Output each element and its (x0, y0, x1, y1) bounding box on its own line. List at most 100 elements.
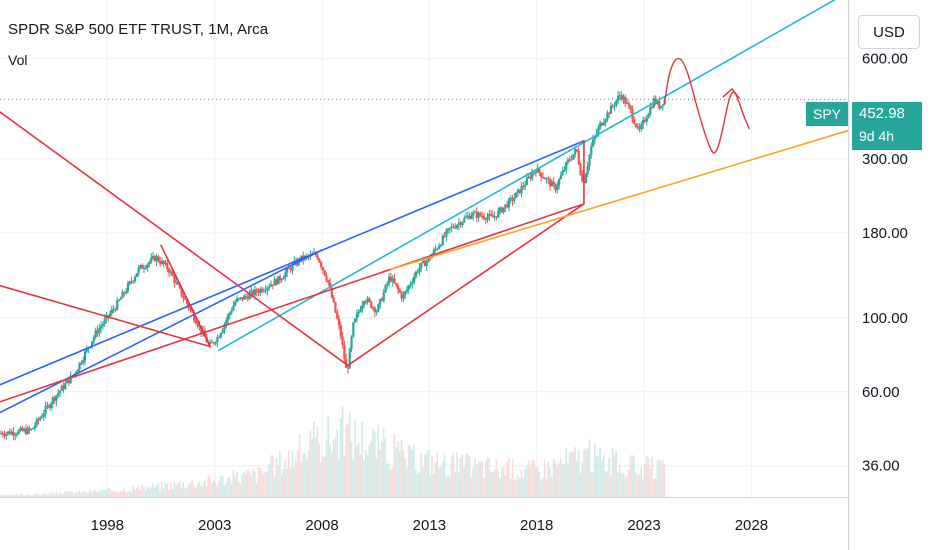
volume-bar (359, 454, 362, 497)
volume-bar (608, 457, 610, 497)
candle-body (15, 433, 19, 435)
volume-bar (427, 449, 430, 497)
volume-bar (107, 488, 109, 497)
candle-body (491, 215, 494, 218)
candle-body (275, 279, 278, 285)
candle-body (271, 284, 274, 286)
chart-grid (0, 0, 848, 497)
volume-bar (540, 480, 542, 497)
volume-bar (282, 469, 285, 497)
volume-bar (654, 478, 657, 497)
candle-body (214, 342, 217, 344)
candle-body (252, 290, 255, 296)
volume-bar (144, 490, 147, 497)
volume-bar (429, 475, 431, 497)
volume-bar (404, 457, 406, 497)
volume-bar (12, 494, 15, 497)
last-price-label: 452.98 9d 4h (852, 102, 922, 150)
candle-body (320, 262, 323, 268)
volume-bar (284, 460, 287, 497)
time-axis[interactable]: 1998 2003 2008 2013 2018 2023 2028 (91, 517, 768, 534)
candle-body (162, 260, 165, 264)
candle-body (645, 118, 648, 122)
volume-bar (388, 462, 390, 497)
candle-body (46, 405, 49, 407)
volume-bar (82, 491, 84, 497)
candle-body (3, 434, 6, 436)
volume-bar (483, 477, 485, 497)
volume-bar (264, 471, 267, 497)
candle-body (489, 213, 493, 216)
time-tick-label: 2013 (413, 517, 446, 534)
candle-body (590, 146, 593, 156)
candle-body (380, 298, 384, 301)
candle-body (443, 235, 446, 237)
volume-bar (570, 452, 573, 497)
candle-body (76, 369, 79, 373)
candle-body (144, 267, 147, 269)
price-axis[interactable]: 600.00 300.00 180.00 100.00 60.00 36.00 (862, 51, 908, 475)
candle-body (196, 323, 199, 327)
volume-legend[interactable]: Vol (8, 52, 28, 68)
volume-bar (395, 447, 397, 497)
volume-bar (76, 492, 79, 497)
volume-bar (291, 451, 294, 497)
volume-bar (23, 494, 25, 497)
volume-bar (559, 458, 562, 497)
candle-body (509, 197, 512, 200)
volume-bar (565, 448, 567, 497)
candle-body (473, 211, 477, 213)
volume-bar (57, 494, 59, 497)
volume-bar (101, 489, 104, 497)
volume-bar (205, 486, 208, 497)
volume-bar (513, 479, 516, 497)
volume-bar (484, 461, 487, 497)
candle-body (259, 288, 262, 293)
volume-bar (581, 463, 584, 497)
volume-bar (356, 445, 358, 497)
candle-body (135, 273, 138, 277)
candle-body (1, 433, 4, 435)
candle-body (153, 256, 156, 262)
volume-bar (62, 494, 65, 497)
candle-body (416, 271, 419, 273)
volume-bar (415, 469, 417, 497)
price-tick-label: 600.00 (862, 51, 908, 68)
candle-body (620, 95, 623, 100)
candle-body (119, 298, 122, 300)
volume-bar (545, 478, 548, 497)
volume-bar (635, 472, 637, 497)
candle-body (169, 271, 172, 273)
candle-body (549, 179, 552, 187)
volume-bar (73, 494, 75, 497)
volume-bar (593, 443, 596, 497)
volume-bar (488, 457, 491, 497)
volume-bar (627, 470, 630, 497)
candle-body (600, 122, 604, 126)
candle-body (268, 286, 271, 288)
volume-bar (413, 444, 415, 497)
volume-bar (470, 477, 473, 497)
candle-body (184, 298, 187, 300)
candle-body (396, 285, 400, 290)
candle-body (289, 268, 292, 271)
currency-button[interactable]: USD (858, 15, 920, 49)
candle-body (493, 216, 496, 218)
candle-body (545, 178, 548, 180)
candle-body (345, 358, 348, 368)
volume-bar (576, 460, 578, 497)
volume-bar (491, 472, 494, 497)
volume-bar (391, 467, 394, 497)
volume-bar (130, 492, 133, 497)
volume-bar (162, 488, 165, 497)
volume-bar (209, 477, 211, 497)
symbol-title[interactable]: SPDR S&P 500 ETF TRUST, 1M, Arca (8, 21, 269, 38)
volume-bar (568, 452, 571, 497)
volume-bar (168, 489, 170, 497)
candle-body (39, 417, 42, 420)
candle-body (235, 298, 239, 302)
candle-body (484, 218, 487, 220)
candle-body (373, 307, 376, 313)
volume-bar (352, 459, 355, 497)
